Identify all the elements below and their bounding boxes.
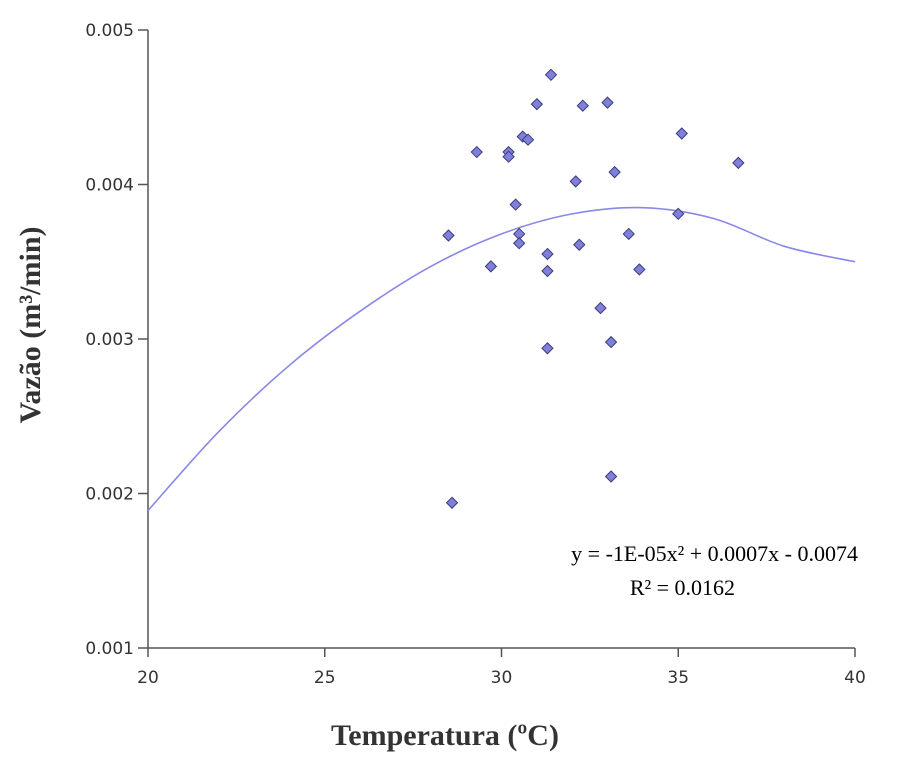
data-point [573, 238, 586, 251]
data-point [521, 133, 535, 146]
x-tick-label: 20 [137, 668, 159, 688]
data-point [541, 342, 554, 355]
data-point [509, 198, 522, 211]
x-tick-label: 35 [667, 668, 689, 688]
x-tick-label: 30 [491, 668, 513, 688]
y-tick-label: 0.005 [85, 21, 134, 41]
data-point [672, 207, 685, 221]
points-group [442, 68, 745, 509]
data-point [442, 229, 455, 242]
trendline-r2: R² = 0.0162 [630, 575, 735, 600]
y-axis-title: Vazão (m³/min) [14, 226, 47, 423]
data-point [608, 165, 621, 179]
data-point [512, 237, 526, 250]
data-point [502, 150, 515, 163]
data-point [544, 68, 558, 82]
y-tick-label: 0.001 [85, 639, 134, 659]
data-point [569, 175, 582, 188]
y-tick-label: 0.003 [85, 330, 134, 350]
data-point [604, 470, 618, 483]
y-tick-label: 0.004 [85, 176, 134, 196]
data-point [604, 335, 618, 349]
data-point [594, 301, 607, 315]
data-point [601, 96, 614, 109]
trendline-equation: y = -1E-05x² + 0.0007x - 0.0074 [571, 541, 858, 566]
data-point [530, 97, 544, 111]
data-point [732, 156, 745, 170]
x-axis-title: Temperatura (ºC) [331, 719, 559, 752]
data-point [576, 99, 590, 112]
data-point [622, 227, 635, 241]
data-point [633, 263, 646, 276]
x-tick-label: 25 [314, 668, 336, 688]
data-point [541, 247, 554, 261]
data-point [470, 145, 483, 159]
data-point [445, 496, 459, 509]
y-tick-label: 0.002 [85, 485, 134, 505]
data-point [541, 264, 554, 278]
data-point [484, 260, 498, 273]
x-tick-label: 40 [844, 668, 866, 688]
data-point [675, 127, 688, 140]
trendline-group [147, 206, 856, 512]
trendline-curve [147, 206, 856, 512]
ticks: 0.001 0.002 0.003 0.004 0.005 20 25 30 35 40 [85, 21, 865, 688]
